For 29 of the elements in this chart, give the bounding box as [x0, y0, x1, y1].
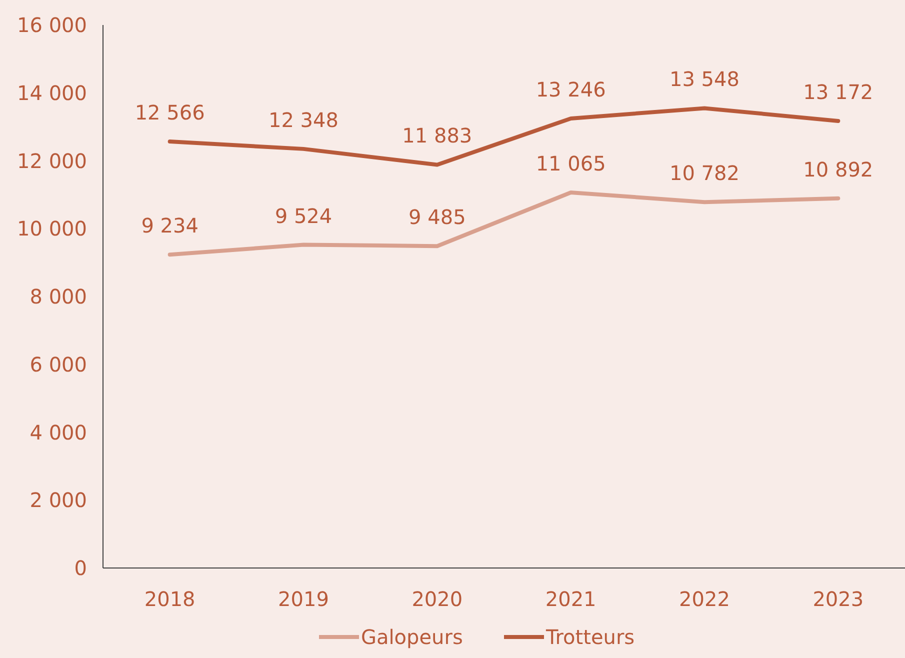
data-label: 11 883: [402, 124, 472, 148]
x-tick-label: 2020: [412, 587, 463, 611]
y-tick-label: 14 000: [17, 80, 87, 105]
data-label: 10 782: [670, 161, 740, 186]
y-tick-label: 4 000: [30, 420, 87, 444]
data-label: 9 485: [408, 205, 466, 230]
data-label: 10 892: [803, 157, 874, 182]
data-label: 13 548: [670, 67, 740, 92]
data-label: 9 234: [141, 214, 198, 238]
x-tick-label: 2021: [545, 587, 596, 611]
data-label: 13 172: [803, 80, 874, 104]
y-tick-label: 8 000: [30, 284, 87, 308]
legend-label: Trotteurs: [545, 625, 635, 649]
data-label: 12 348: [268, 108, 338, 132]
y-tick-label: 10 000: [17, 216, 87, 241]
x-tick-label: 2022: [679, 587, 730, 611]
data-label: 13 246: [536, 77, 606, 102]
y-tick-label: 0: [74, 556, 87, 580]
data-label: 11 065: [536, 151, 606, 176]
legend-label: Galopeurs: [361, 625, 463, 649]
y-tick-label: 2 000: [30, 488, 87, 512]
y-tick-label: 6 000: [30, 352, 87, 376]
data-label: 9 524: [274, 204, 332, 228]
data-label: 12 566: [134, 100, 205, 125]
x-tick-label: 2023: [812, 587, 864, 611]
x-tick-label: 2019: [278, 587, 329, 611]
x-tick-label: 2018: [144, 587, 196, 611]
y-tick-label: 12 000: [17, 148, 87, 173]
y-tick-label: 16 000: [17, 13, 87, 37]
